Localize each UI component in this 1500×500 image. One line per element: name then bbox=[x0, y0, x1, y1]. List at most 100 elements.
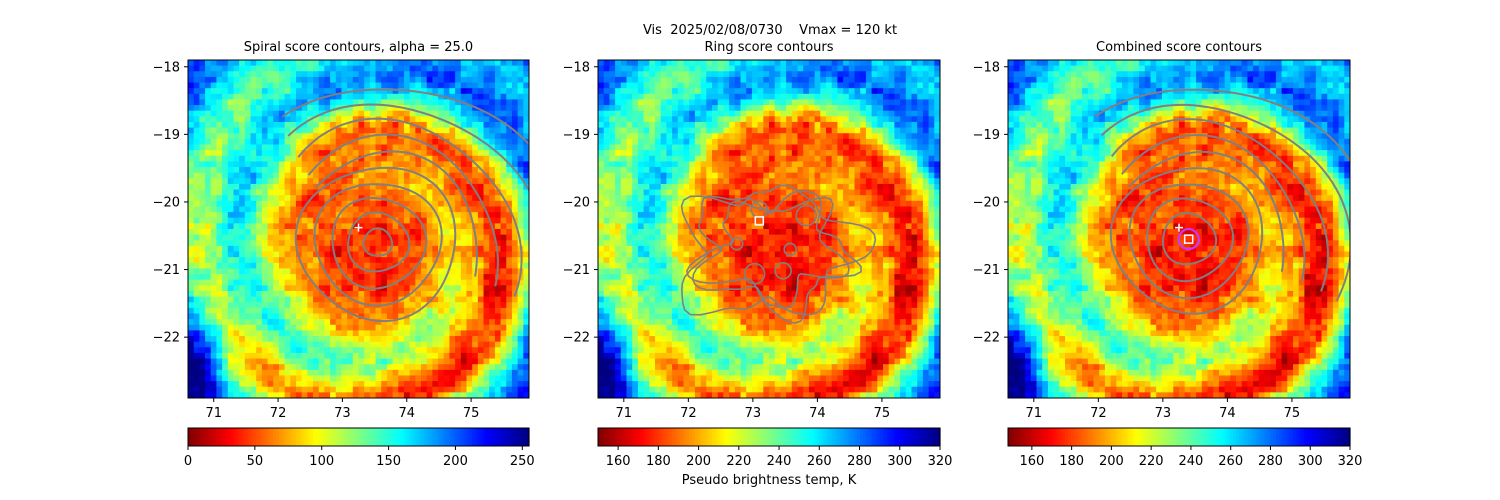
circle-marker bbox=[1177, 228, 1200, 251]
colorbar-tick-label: 100 bbox=[309, 454, 334, 469]
x-tick-label: 75 bbox=[874, 406, 891, 421]
x-tick-label: 72 bbox=[1090, 406, 1107, 421]
y-tick-label: −20 bbox=[563, 195, 590, 210]
panel-1: Spiral score contours, alpha = 25.0 71 72 7… bbox=[153, 40, 535, 469]
contour-line bbox=[774, 261, 792, 280]
colorbar-tick-label: 250 bbox=[510, 454, 535, 469]
colorbar-tick-label: 160 bbox=[1019, 454, 1044, 469]
heatmap-1 bbox=[188, 60, 529, 398]
contour-line bbox=[1109, 167, 1264, 315]
square-marker bbox=[754, 216, 765, 226]
x-tick-label: 71 bbox=[616, 406, 633, 421]
x-tick-label: 72 bbox=[270, 406, 287, 421]
colorbar-label: Pseudo brightness temp, K bbox=[681, 473, 857, 488]
x-tick-label: 73 bbox=[334, 406, 351, 421]
y-tick-label: −22 bbox=[563, 331, 590, 346]
contour-line bbox=[1110, 118, 1330, 292]
axes-frame bbox=[1007, 59, 1351, 399]
x-tick-label: 72 bbox=[680, 406, 697, 421]
axes-frame bbox=[187, 59, 530, 399]
colorbar-tick-label: 200 bbox=[686, 454, 711, 469]
contour-line bbox=[1146, 197, 1235, 283]
axes-frame bbox=[597, 59, 941, 399]
colorbar-tick-label: 180 bbox=[1059, 454, 1084, 469]
x-tick-label: 71 bbox=[1026, 406, 1043, 421]
panel-title: Spiral score contours, alpha = 25.0 bbox=[244, 40, 473, 55]
colorbar-tick-label: 220 bbox=[726, 454, 751, 469]
colorbar-3: 160 180 200 220 240 260 280 300 320 bbox=[1007, 427, 1363, 469]
contour-line bbox=[729, 236, 744, 251]
colorbar-frame bbox=[597, 427, 941, 447]
x-tick-label: 73 bbox=[745, 406, 762, 421]
contour-line bbox=[1128, 183, 1250, 300]
colorbar-2: 160 180 200 220 240 260 280 300 320 bbox=[597, 427, 953, 469]
x-tick-label: 74 bbox=[1219, 406, 1236, 421]
y-tick-label: −18 bbox=[153, 60, 180, 75]
colorbar-tick-label: 260 bbox=[807, 454, 832, 469]
contour-line bbox=[783, 242, 798, 257]
contour-line bbox=[307, 133, 499, 287]
colorbar-tick-label: 220 bbox=[1139, 454, 1164, 469]
y-tick-label: −22 bbox=[153, 331, 180, 346]
x-tick-label: 74 bbox=[398, 406, 415, 421]
contour-line bbox=[1128, 150, 1285, 272]
y-tick-label: −19 bbox=[973, 128, 1000, 143]
colorbar-tick-label: 300 bbox=[887, 454, 912, 469]
y-tick-label: −19 bbox=[563, 128, 590, 143]
colorbar-tick-label: 260 bbox=[1218, 454, 1243, 469]
contour-line bbox=[1161, 211, 1218, 266]
y-tick-label: −18 bbox=[973, 60, 1000, 75]
y-tick-label: −19 bbox=[153, 128, 180, 143]
colorbar-frame bbox=[1007, 427, 1351, 447]
colorbar-tick-label: 200 bbox=[443, 454, 468, 469]
panel-title: Ring score contours bbox=[704, 40, 833, 55]
figure-suptitle: Vis 2025/02/08/0730 Vmax = 120 kt bbox=[642, 23, 898, 38]
colorbar-tick-label: 150 bbox=[376, 454, 401, 469]
y-tick-label: −21 bbox=[563, 263, 590, 278]
x-tick-label: 73 bbox=[1155, 406, 1172, 421]
contour-line bbox=[795, 204, 818, 227]
contour-line bbox=[314, 150, 478, 277]
square-marker bbox=[1183, 234, 1194, 244]
contour-line bbox=[680, 184, 877, 316]
panel-2: Ring score contours 71 72 73 74 75 −18 −19 −20 −2… bbox=[563, 40, 953, 469]
colorbar-tick-label: 280 bbox=[847, 454, 872, 469]
panel-title: Combined score contours bbox=[1096, 40, 1262, 55]
contour-line bbox=[313, 183, 443, 307]
contours-1 bbox=[281, 88, 529, 323]
y-tick-label: −20 bbox=[153, 195, 180, 210]
y-tick-label: −22 bbox=[973, 331, 1000, 346]
colorbar-tick-label: 50 bbox=[247, 454, 264, 469]
contour-line bbox=[685, 196, 850, 310]
contour-line bbox=[743, 262, 766, 285]
colorbar-tick-label: 240 bbox=[1179, 454, 1204, 469]
heatmap-2 bbox=[598, 60, 940, 398]
contours-2 bbox=[680, 184, 877, 324]
y-tick-label: −21 bbox=[973, 263, 1000, 278]
contour-line bbox=[692, 190, 862, 324]
y-tick-label: −18 bbox=[563, 60, 590, 75]
plus-marker bbox=[1175, 223, 1183, 232]
contour-line bbox=[347, 211, 411, 273]
contour-line bbox=[287, 103, 529, 193]
colorbar-tick-label: 180 bbox=[646, 454, 671, 469]
colorbar-tick-label: 320 bbox=[1338, 454, 1363, 469]
x-tick-label: 75 bbox=[1284, 406, 1301, 421]
colorbar-tick-label: 160 bbox=[606, 454, 631, 469]
y-tick-label: −21 bbox=[153, 263, 180, 278]
colorbar-1: 0 50 100 150 200 250 bbox=[184, 427, 535, 469]
contour-line bbox=[1121, 133, 1306, 282]
contour-line bbox=[297, 117, 523, 297]
panel-3: Combined score contours 71 72 73 74 75 −18 −19 −… bbox=[973, 40, 1363, 469]
colorbar-tick-label: 300 bbox=[1298, 454, 1323, 469]
colorbar-tick-label: 320 bbox=[928, 454, 953, 469]
colorbar-tick-label: 200 bbox=[1099, 454, 1124, 469]
colorbar-tick-label: 280 bbox=[1258, 454, 1283, 469]
y-tick-label: −20 bbox=[973, 195, 1000, 210]
x-tick-label: 74 bbox=[809, 406, 826, 421]
contour-line bbox=[362, 227, 394, 257]
heatmap-3 bbox=[1008, 60, 1350, 398]
colorbar-tick-label: 0 bbox=[184, 454, 192, 469]
x-tick-label: 75 bbox=[463, 406, 480, 421]
contour-line bbox=[281, 88, 529, 146]
